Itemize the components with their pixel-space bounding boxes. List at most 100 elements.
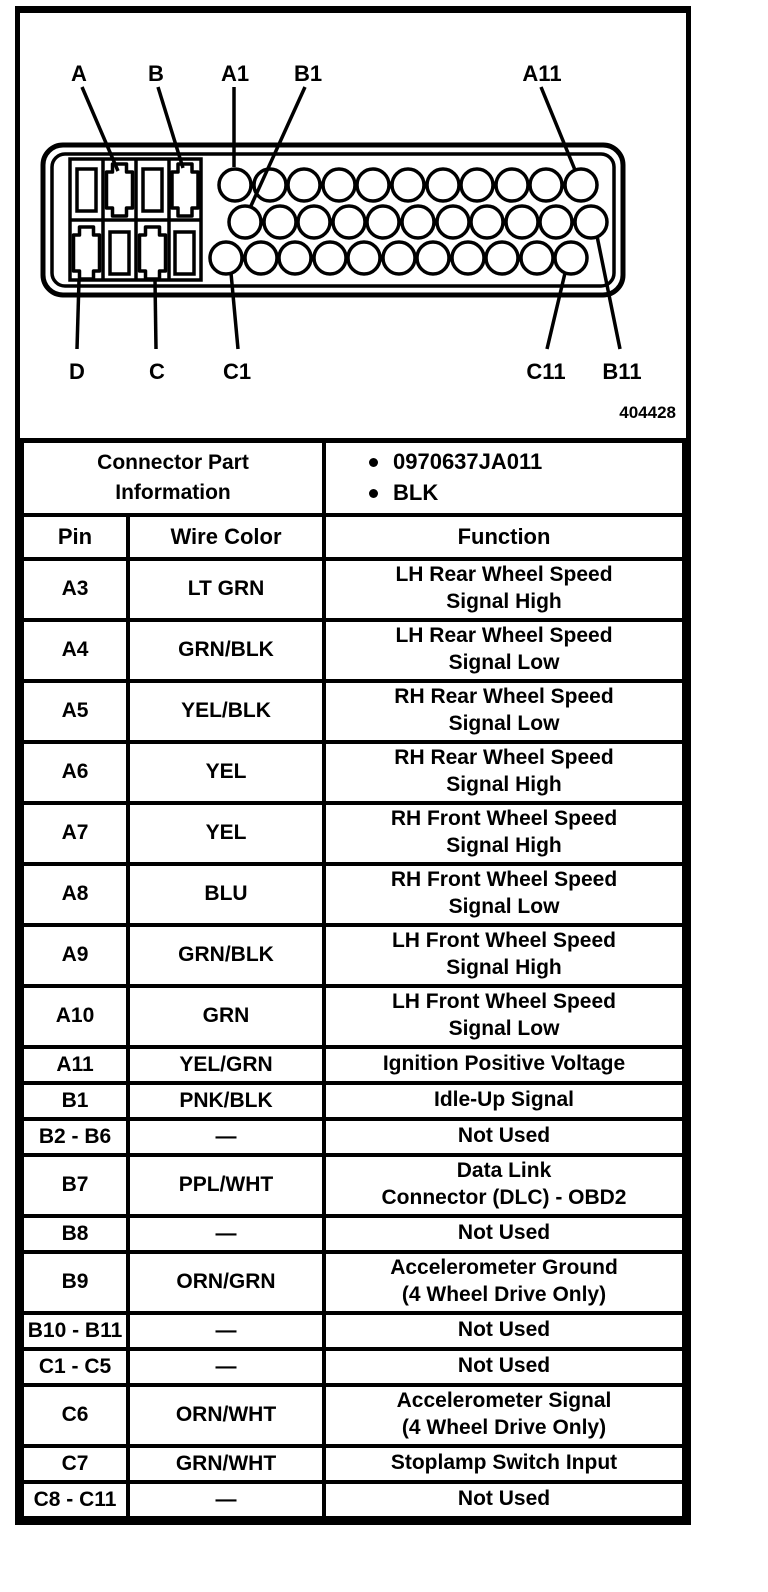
function-cell: Not Used <box>322 1479 686 1520</box>
bullet-icon <box>369 457 378 467</box>
pin-cell: A6 <box>20 739 130 805</box>
terminal-grid <box>68 157 203 282</box>
connector-info-values: 0970637JA011 BLK <box>322 438 686 517</box>
table-row: B10 - B11 — Not Used <box>20 1310 686 1351</box>
table-row: C8 - C11 — Not Used <box>20 1479 686 1520</box>
table-row: C6 ORN/WHT Accelerometer Signal (4 Wheel… <box>20 1382 686 1448</box>
table-row: B2 - B6 — Not Used <box>20 1116 686 1157</box>
wire-color-cell: YEL/BLK <box>126 678 326 744</box>
wire-color-cell: YEL/GRN <box>126 1044 326 1085</box>
pin-cell: A11 <box>20 1044 130 1085</box>
terminal-slot <box>108 230 131 276</box>
list-item: BLK <box>328 480 680 506</box>
function-cell: Not Used <box>322 1346 686 1387</box>
wire-color-cell: LT GRN <box>126 556 326 622</box>
document-frame: A B A1 B1 A11 D C C1 C11 B11 404428 <box>15 6 691 1525</box>
function-cell: Not Used <box>322 1310 686 1351</box>
function-cell: Idle-Up Signal <box>322 1080 686 1121</box>
pin-cell: B2 - B6 <box>20 1116 130 1157</box>
wire-color-cell: — <box>126 1310 326 1351</box>
list-item: 0970637JA011 <box>328 449 680 475</box>
function-cell: Accelerometer Signal (4 Wheel Drive Only… <box>322 1382 686 1448</box>
function-cell: LH Front Wheel Speed Signal High <box>322 922 686 988</box>
pin-label-c11: C11 <box>526 359 565 384</box>
wire-color-cell: GRN/BLK <box>126 617 326 683</box>
wire-color-cell: — <box>126 1479 326 1520</box>
connector-color: BLK <box>393 480 439 506</box>
pin-label-c1: C1 <box>223 359 251 384</box>
pin-label-b: B <box>148 61 164 86</box>
function-cell: Not Used <box>322 1116 686 1157</box>
header-pin: Pin <box>20 512 130 561</box>
table-row: C7 GRN/WHT Stoplamp Switch Input <box>20 1443 686 1484</box>
function-cell: LH Rear Wheel Speed Signal Low <box>322 617 686 683</box>
pinout-table: Connector Part Information 0970637JA011 … <box>20 438 686 1520</box>
figure-number: 404428 <box>619 403 676 422</box>
function-cell: RH Rear Wheel Speed Signal High <box>322 739 686 805</box>
wire-color-cell: ORN/WHT <box>126 1382 326 1448</box>
pin-d-terminal <box>71 225 102 281</box>
pin-a-terminal <box>104 162 135 218</box>
bullet-icon <box>369 488 378 498</box>
terminal-slot <box>141 167 164 213</box>
function-cell: LH Front Wheel Speed Signal Low <box>322 983 686 1049</box>
wire-color-cell: GRN <box>126 983 326 1049</box>
pin-cell: A3 <box>20 556 130 622</box>
leader-lines <box>75 86 622 350</box>
table-row: A5 YEL/BLK RH Rear Wheel Speed Signal Lo… <box>20 678 686 744</box>
wire-color-cell: YEL <box>126 739 326 805</box>
pin-cell: A5 <box>20 678 130 744</box>
wire-color-cell: PPL/WHT <box>126 1152 326 1218</box>
table-row: A10 GRN LH Front Wheel Speed Signal Low <box>20 983 686 1049</box>
connector-body <box>40 142 626 298</box>
header-function: Function <box>322 512 686 561</box>
table-row: A4 GRN/BLK LH Rear Wheel Speed Signal Lo… <box>20 617 686 683</box>
pin-cell: B10 - B11 <box>20 1310 130 1351</box>
header-wire-color: Wire Color <box>126 512 326 561</box>
table-row: A11 YEL/GRN Ignition Positive Voltage <box>20 1044 686 1085</box>
pin-cell: C7 <box>20 1443 130 1484</box>
pin-cell: B8 <box>20 1213 130 1254</box>
table-row: B7 PPL/WHT Data Link Connector (DLC) - O… <box>20 1152 686 1218</box>
pin-cell: A4 <box>20 617 130 683</box>
pin-circles <box>208 167 609 276</box>
pin-label-b11: B11 <box>602 359 641 384</box>
connector-diagram: A B A1 B1 A11 D C C1 C11 B11 404428 <box>20 13 686 438</box>
pin-label-b1: B1 <box>294 61 322 86</box>
function-cell: RH Rear Wheel Speed Signal Low <box>322 678 686 744</box>
pin-label-a: A <box>71 61 87 86</box>
function-cell: RH Front Wheel Speed Signal High <box>322 800 686 866</box>
function-cell: Accelerometer Ground (4 Wheel Drive Only… <box>322 1249 686 1315</box>
pin-cell: A7 <box>20 800 130 866</box>
wire-color-cell: YEL <box>126 800 326 866</box>
wire-color-cell: GRN/BLK <box>126 922 326 988</box>
wire-color-cell: — <box>126 1213 326 1254</box>
wire-color-cell: — <box>126 1346 326 1387</box>
connector-info-title: Connector Part Information <box>20 438 326 517</box>
pin-label-d: D <box>69 359 85 384</box>
pin-label-c: C <box>149 359 165 384</box>
table-row: B9 ORN/GRN Accelerometer Ground (4 Wheel… <box>20 1249 686 1315</box>
function-cell: Stoplamp Switch Input <box>322 1443 686 1484</box>
pin-cell: A10 <box>20 983 130 1049</box>
function-cell: Not Used <box>322 1213 686 1254</box>
wire-color-cell: — <box>126 1116 326 1157</box>
terminal-slot <box>75 167 98 213</box>
pin-cell: B7 <box>20 1152 130 1218</box>
table-row: A6 YEL RH Rear Wheel Speed Signal High <box>20 739 686 805</box>
wire-color-cell: PNK/BLK <box>126 1080 326 1121</box>
function-cell: LH Rear Wheel Speed Signal High <box>322 556 686 622</box>
pin-cell: A9 <box>20 922 130 988</box>
table-row: C1 - C5 — Not Used <box>20 1346 686 1387</box>
wire-color-cell: ORN/GRN <box>126 1249 326 1315</box>
pin-c-terminal <box>137 225 168 281</box>
pin-label-a11: A11 <box>522 61 561 86</box>
pin-cell: B1 <box>20 1080 130 1121</box>
wire-color-cell: BLU <box>126 861 326 927</box>
connector-diagram-svg: A B A1 B1 A11 D C C1 C11 B11 404428 <box>40 61 676 422</box>
pin-cell: C6 <box>20 1382 130 1448</box>
pin-cell: B9 <box>20 1249 130 1315</box>
callout-labels: A B A1 B1 A11 D C C1 C11 B11 <box>69 61 642 384</box>
table-row: A3 LT GRN LH Rear Wheel Speed Signal Hig… <box>20 556 686 622</box>
